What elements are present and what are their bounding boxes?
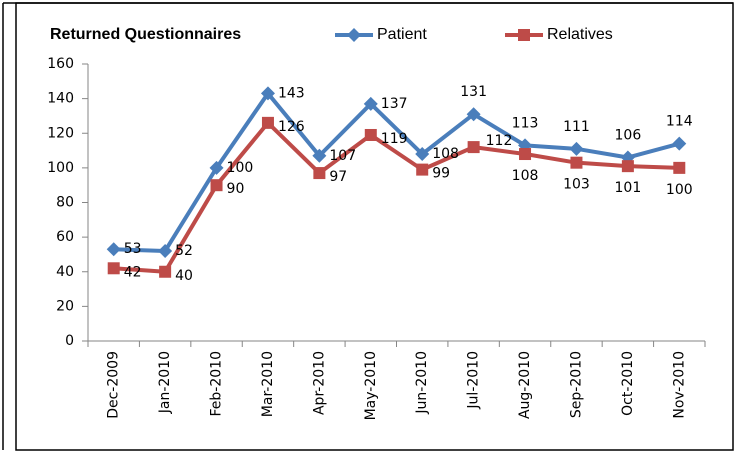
marker [467, 141, 480, 154]
x-tick-label: Nov-2010 [671, 351, 687, 419]
y-tick-label: 100 [47, 160, 74, 176]
marker [672, 136, 687, 151]
y-tick-label: 60 [56, 229, 74, 245]
marker [313, 167, 326, 180]
y-tick-label: 0 [65, 333, 74, 349]
marker [519, 148, 532, 161]
x-tick-label: Feb-2010 [209, 351, 225, 416]
x-tick-label: Jan-2010 [157, 351, 173, 414]
data-label: 103 [563, 177, 590, 193]
y-tick-label: 40 [56, 264, 74, 280]
data-label: 108 [512, 168, 539, 184]
data-label: 107 [329, 148, 356, 164]
data-label: 100 [666, 182, 693, 198]
data-label: 131 [460, 84, 487, 100]
data-label: 99 [432, 166, 450, 182]
marker [621, 160, 634, 173]
data-label: 40 [175, 268, 193, 284]
data-label: 90 [227, 181, 245, 197]
chart-title: Returned Questionnaires [50, 26, 241, 43]
x-tick-label: Apr-2010 [311, 351, 327, 415]
marker [260, 86, 275, 101]
data-label: 42 [124, 264, 142, 280]
series-line [113, 91, 680, 253]
marker [415, 147, 430, 162]
data-label: 111 [563, 119, 590, 135]
marker [158, 243, 173, 258]
y-tick-label: 160 [47, 56, 74, 72]
y-tick-label: 80 [56, 195, 74, 211]
marker [106, 242, 121, 257]
data-label: 112 [486, 133, 513, 149]
series-line [113, 120, 680, 274]
marker [107, 262, 120, 275]
data-label: 97 [329, 169, 347, 185]
data-label: 52 [175, 243, 193, 259]
marker [159, 265, 172, 278]
data-label: 106 [615, 127, 642, 143]
x-tick-label: Oct-2010 [620, 351, 636, 416]
marker [569, 141, 584, 156]
marker [261, 116, 274, 129]
x-tick-label: Jul-2010 [466, 351, 482, 410]
marker [347, 28, 361, 42]
marker [364, 128, 377, 141]
data-label: 126 [278, 119, 305, 135]
legend-label: Relatives [547, 26, 613, 43]
data-label: 113 [512, 115, 539, 131]
data-label: 100 [227, 160, 254, 176]
chart-border [15, 2, 734, 451]
x-tick-label: May-2010 [363, 351, 379, 420]
marker [466, 107, 481, 122]
x-tick-label: Mar-2010 [260, 351, 276, 417]
legend-label: Patient [377, 26, 427, 43]
marker [312, 148, 327, 163]
data-label: 101 [615, 180, 642, 196]
y-tick-label: 120 [47, 125, 74, 141]
y-tick-label: 140 [47, 91, 74, 107]
x-tick-label: Aug-2010 [517, 351, 533, 419]
data-label: 114 [666, 114, 693, 130]
marker [209, 160, 224, 175]
marker [210, 179, 223, 192]
marker [363, 96, 378, 111]
x-tick-label: Sep-2010 [568, 351, 584, 418]
marker [518, 29, 530, 41]
x-tick-label: Jun-2010 [414, 351, 430, 415]
marker [673, 161, 686, 174]
data-label: 137 [381, 96, 408, 112]
marker [416, 163, 429, 176]
data-label: 143 [278, 85, 305, 101]
y-tick-label: 20 [56, 298, 74, 314]
marker [570, 156, 583, 169]
data-label: 53 [124, 241, 142, 257]
data-label: 108 [432, 146, 459, 162]
data-label: 119 [381, 131, 408, 147]
x-tick-label: Dec-2009 [106, 351, 122, 419]
